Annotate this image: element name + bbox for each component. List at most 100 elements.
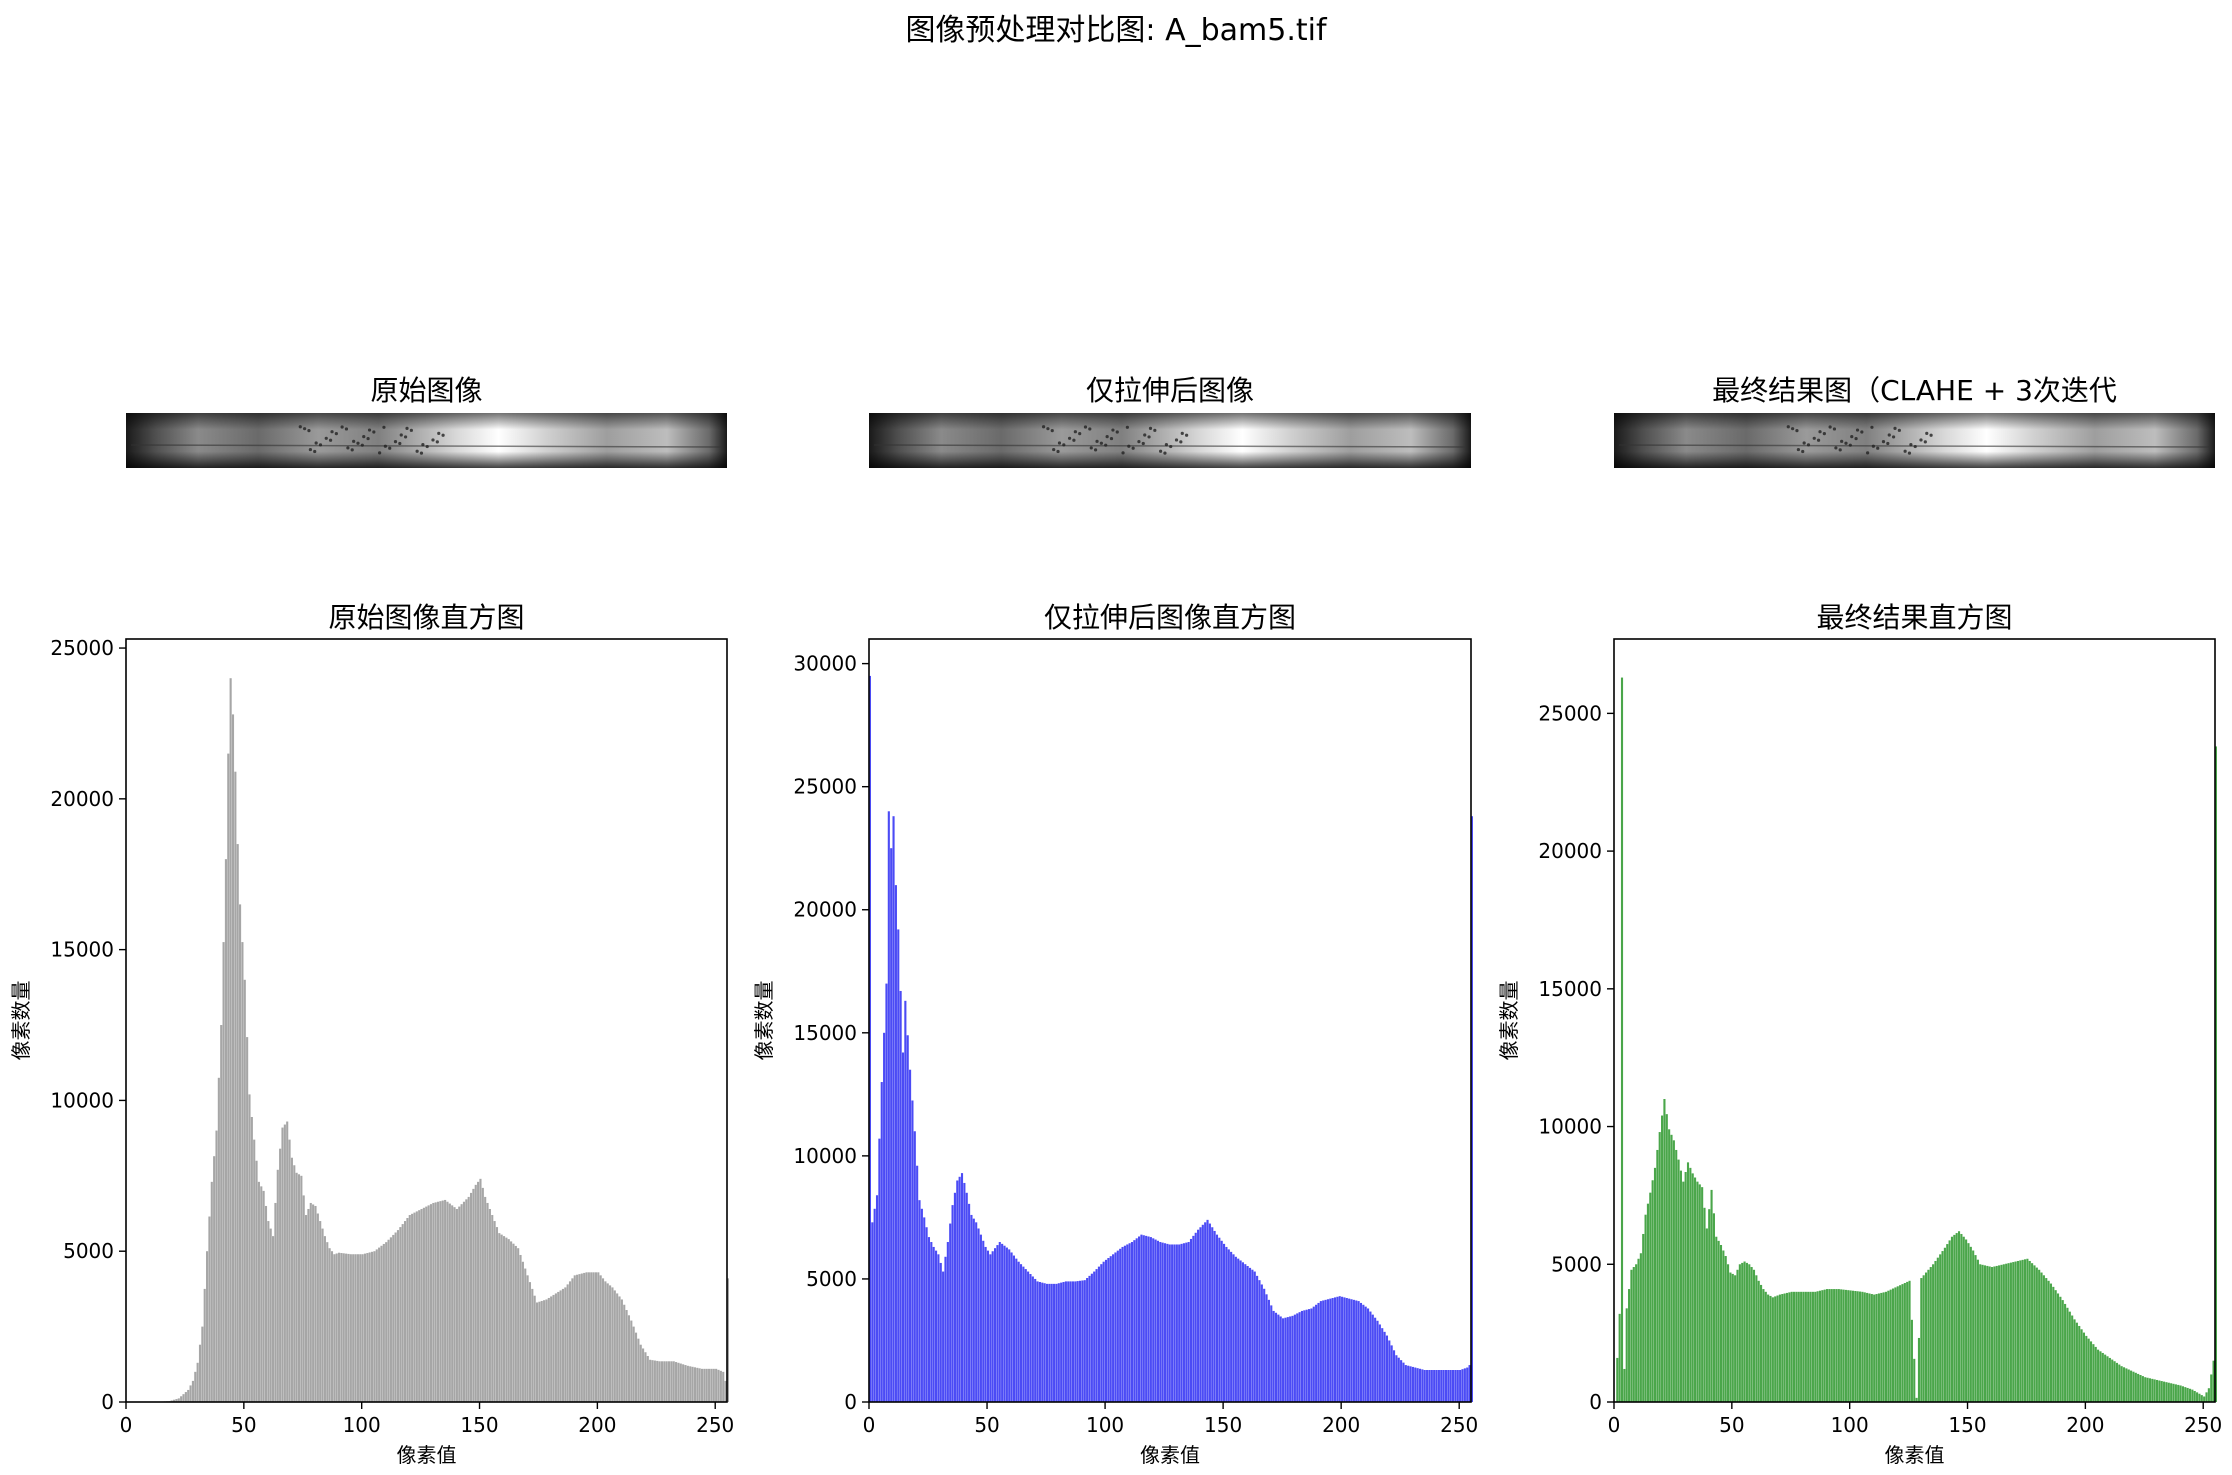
histogram-bar [1866, 1292, 1869, 1402]
histogram-bar [573, 1275, 576, 1402]
histogram-bar [1121, 1246, 1124, 1402]
defect-speck [403, 435, 408, 439]
defect-speck [1866, 451, 1870, 455]
histogram-bar [1788, 1292, 1791, 1402]
histogram-bar [1946, 1244, 1949, 1402]
histogram-bar [1719, 1244, 1723, 1402]
histogram-bar [679, 1363, 682, 1402]
histogram-bar [519, 1254, 522, 1402]
histogram-bar [2127, 1369, 2130, 1402]
histogram-bar [180, 1396, 183, 1402]
histogram-bar [1130, 1242, 1134, 1402]
histogram-bar [667, 1361, 671, 1402]
histogram-bar [1206, 1219, 1209, 1402]
histogram-bar [415, 1211, 418, 1402]
histogram-bar [1960, 1233, 1963, 1402]
histogram-bar [1345, 1298, 1348, 1402]
histogram-bar [1272, 1310, 1275, 1402]
defect-speck [1153, 428, 1157, 432]
histogram-bar [1703, 1207, 1706, 1402]
defect-speck [372, 430, 376, 434]
histogram-bar [1889, 1289, 1892, 1402]
defect-speck [1816, 438, 1821, 442]
histogram-bar [875, 1195, 879, 1402]
histogram-bar [2021, 1259, 2024, 1402]
x-tick-label: 250 [696, 1413, 734, 1437]
defect-speck [340, 425, 344, 429]
defect-speck [324, 436, 328, 440]
histogram-bar [1400, 1360, 1403, 1402]
histogram-bar [1232, 1254, 1235, 1402]
histogram-bar [1166, 1243, 1169, 1402]
histogram-bar [1950, 1236, 1954, 1402]
histogram-bar [660, 1361, 664, 1402]
histogram-bar [1114, 1252, 1117, 1402]
defect-speck [1052, 447, 1056, 452]
defect-speck [1840, 439, 1844, 443]
defect-speck [1159, 449, 1163, 453]
y-tick-label: 25000 [1538, 701, 1602, 725]
histogram-bar [1922, 1275, 1925, 1402]
histogram-bar [2155, 1379, 2159, 1402]
histogram-bar [1303, 1310, 1306, 1402]
histogram-bar [930, 1242, 933, 1402]
histogram-bar [1409, 1366, 1412, 1402]
defect-speck [1850, 435, 1854, 439]
histogram-bar [1123, 1245, 1126, 1402]
histogram-bar [951, 1205, 954, 1402]
histogram-bar [1390, 1345, 1393, 1402]
histogram-bar [1310, 1308, 1313, 1402]
defect-speck [1903, 449, 1907, 453]
defect-speck [307, 429, 311, 433]
histogram-bar [1161, 1242, 1164, 1402]
defect-speck [1796, 447, 1800, 452]
defect-speck [419, 451, 424, 455]
histogram-bar [1712, 1213, 1715, 1402]
histogram-bar [977, 1228, 980, 1402]
histogram-bar [2054, 1290, 2057, 1402]
histogram-bar [1180, 1243, 1183, 1402]
histogram-bar [236, 844, 239, 1402]
histogram-bar [672, 1361, 675, 1402]
histogram-title: 最终结果直方图 [1816, 601, 2012, 634]
histogram-bar [1397, 1357, 1400, 1402]
y-tick-label: 20000 [793, 898, 857, 922]
histogram-bar [1873, 1294, 1876, 1402]
y-tick-label: 15000 [50, 938, 114, 962]
histogram-bar [1986, 1265, 1989, 1402]
axes-frame [125, 638, 728, 1403]
histogram-bar [885, 983, 888, 1402]
histogram-bar [2153, 1379, 2156, 1402]
histogram-bar [1241, 1262, 1245, 1402]
histogram-bar [1990, 1267, 1994, 1402]
histogram-bar [1955, 1233, 1958, 1402]
y-tick-label: 10000 [50, 1088, 114, 1112]
histogram-bar [611, 1287, 614, 1402]
histogram-bar [1840, 1289, 1843, 1402]
histogram-bar [267, 1221, 270, 1402]
histogram-bar [1797, 1291, 1800, 1402]
histogram-bar [1338, 1296, 1341, 1402]
defect-speck [1046, 427, 1050, 431]
histogram-bar [382, 1243, 385, 1402]
histogram-bar [1929, 1267, 1932, 1402]
histogram-bar [356, 1254, 359, 1402]
histogram-bar [206, 1251, 209, 1402]
histogram-bar [2064, 1303, 2067, 1402]
defect-speck [1148, 426, 1153, 430]
histogram-bar [436, 1201, 440, 1402]
histogram-bar [975, 1222, 978, 1402]
histogram-bar [1197, 1229, 1200, 1402]
histogram-bar [1019, 1264, 1023, 1402]
histogram-bar [1414, 1367, 1417, 1402]
histogram-bar [1793, 1291, 1796, 1402]
histogram-bar [1623, 1368, 1626, 1402]
histogram-bar [1189, 1238, 1193, 1402]
histogram-bar [1185, 1242, 1188, 1402]
histogram-bar [321, 1228, 324, 1402]
histogram-bar [2200, 1395, 2203, 1402]
histogram-bar [1672, 1140, 1675, 1402]
histogram-bar [316, 1213, 319, 1402]
histogram-bar [576, 1274, 579, 1402]
histogram-bar [1924, 1272, 1928, 1402]
